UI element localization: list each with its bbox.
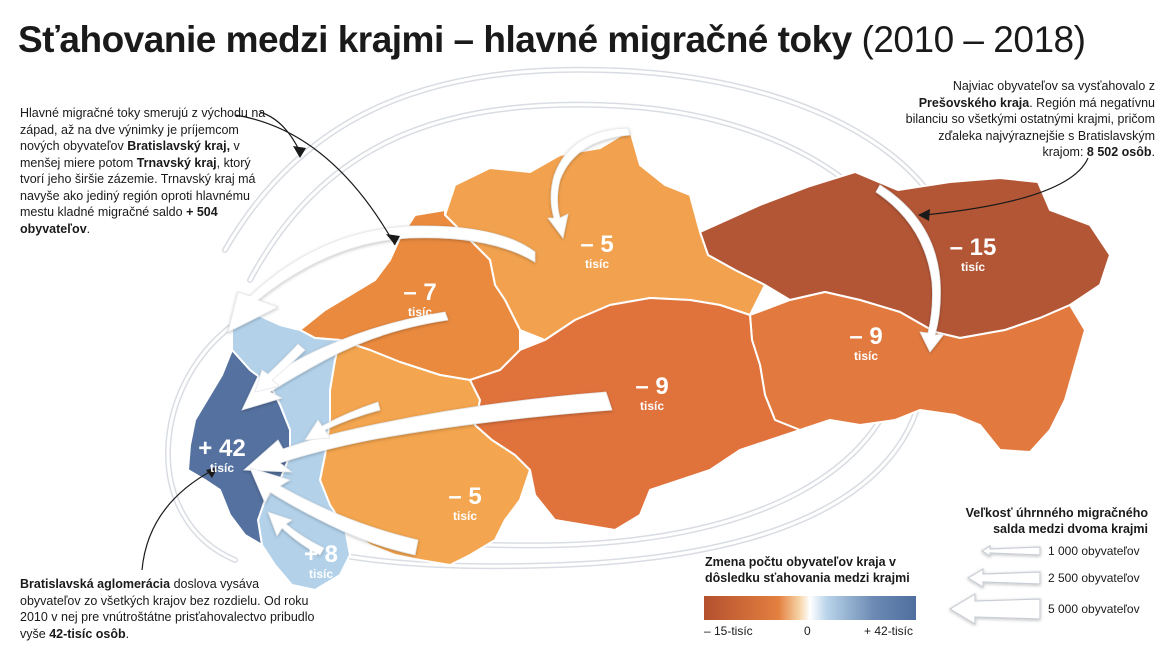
flow-arrow-trencin-trnava [241,311,449,411]
flow-arrow-zilina-trencin [547,127,631,239]
title-years: (2010 – 2018) [861,19,1086,60]
gradient-legend-title: Zmena počtu obyvateľov kraja v dôsledku … [705,555,910,585]
flow-arrow-trnava-bratislava-s [267,511,325,556]
size-label-2500: 2 500 obyvateľov [1048,571,1140,585]
leader-left-bratislava [234,114,396,246]
gradient-legend-bar [704,596,916,620]
flow-arrow-nitra-trnava [304,401,381,441]
flow-arrow-trencin-bratislava [227,225,536,333]
gradient-min-label: – 15-tisíc [704,624,753,638]
flow-arrow-presov-kosice [875,184,945,353]
title-main: Sťahovanie medzi krajmi – hlavné migračn… [18,19,852,60]
page-title: Sťahovanie medzi krajmi – hlavné migračn… [18,18,1086,62]
note-left-flows: Hlavné migračné toky smerujú z východu n… [20,106,266,236]
size-label-5000: 5 000 obyvateľov [1048,602,1140,616]
flow-arrow-bb-bratislava [242,391,613,473]
note-right-presov: Najviac obyvateľov sa vysťahovalo z Preš… [905,79,1155,159]
region-label-zilina: – 5 tisíc [580,231,614,271]
leader-lines [141,111,1089,571]
leader-right-presov [924,157,1089,216]
size-legend-title: Veľkosť úhrnného migračného salda medzi … [965,506,1148,536]
leader-bottom-bratislava [141,469,214,571]
region-label-nitra: – 5 tisíc [448,483,482,523]
region-label-kosice: – 9 tisíc [849,323,883,363]
gradient-mid-label: 0 [804,624,811,638]
region-label-banska-bystrica: – 9 tisíc [635,373,669,413]
size-arrow-1000 [980,544,1041,558]
size-label-1000: 1 000 obyvateľov [1048,544,1140,558]
size-arrow-5000 [948,592,1041,626]
gradient-max-label: + 42-tisíc [864,624,914,638]
size-legend-arrows [948,544,1041,626]
flow-arrow-nitra-bratislava [249,467,419,556]
region-label-trnava: + 8 tisíc [303,541,339,581]
region-label-trencin: – 7 tisíc [403,279,437,319]
region-banska-bystrica [469,297,801,531]
region-label-bratislava: + 42 tisíc [198,435,246,475]
size-arrow-2500 [966,567,1041,589]
region-label-presov: – 15 tisíc [949,234,997,274]
flow-arrows [227,127,945,556]
note-bottom-bratislava: Bratislavská aglomerácia doslova vysáva … [20,577,315,641]
flow-arrow-trnava-bratislava-n [254,343,306,393]
